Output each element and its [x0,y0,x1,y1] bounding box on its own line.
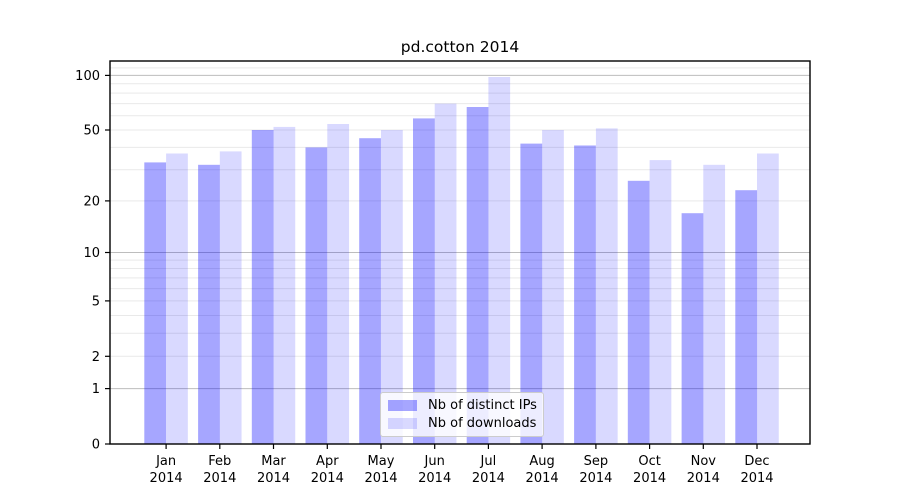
legend-label-downloads: Nb of downloads [428,415,537,431]
x-tick-label-month: Jan [155,454,176,469]
bar-downloads-mar [273,126,296,445]
bar-distinct-ips-aug [520,143,543,444]
bar-downloads-jul [488,77,511,444]
y-tick-label: 0 [92,438,100,453]
legend-label-distinct-ips: Nb of distinct IPs [428,397,537,413]
y-tick-label: 5 [92,294,100,309]
bar-distinct-ips-oct [627,180,650,445]
x-tick-label-year: 2014 [579,471,612,486]
x-tick-label-year: 2014 [364,471,397,486]
x-tick-label-month: Jun [424,454,445,469]
x-tick-label-month: Sep [584,454,609,469]
x-tick-label-month: May [368,454,395,469]
x-tick-label-year: 2014 [526,471,559,486]
bar-distinct-ips-jan [144,162,167,444]
legend-swatch-downloads [388,418,417,429]
bar-downloads-sep [595,128,618,444]
chart-title: pd.cotton 2014 [401,38,519,56]
bar-distinct-ips-mar [251,130,274,444]
x-tick-label-year: 2014 [418,471,451,486]
bar-distinct-ips-may [359,138,381,444]
bar-downloads-oct [649,160,672,444]
y-tick-label: 50 [83,124,100,139]
bar-downloads-jun [434,103,457,444]
legend-swatch-distinct-ips [388,400,417,411]
x-tick-label-year: 2014 [311,471,344,486]
bar-distinct-ips-sep [574,145,596,444]
legend-item-distinct-ips: Nb of distinct IPs [381,397,543,413]
bar-downloads-nov [703,164,726,445]
x-tick-label-year: 2014 [740,471,773,486]
x-tick-label-month: Feb [208,454,231,469]
x-tick-label-year: 2014 [633,471,666,486]
x-tick-label-year: 2014 [203,471,236,486]
bar-distinct-ips-jun [413,118,435,445]
x-tick-label-year: 2014 [472,471,505,486]
bar-downloads-feb [219,151,242,444]
x-tick-label-year: 2014 [687,471,720,486]
x-tick-label-year: 2014 [150,471,183,486]
y-tick-label: 10 [83,246,100,261]
bar-distinct-ips-nov [681,213,704,444]
x-tick-label-month: Mar [261,454,286,469]
y-tick-label: 100 [75,69,100,84]
bar-downloads-may [381,130,403,444]
bar-distinct-ips-apr [305,147,328,444]
y-tick-label: 20 [83,194,100,209]
legend-item-downloads: Nb of downloads [381,415,543,431]
bar-downloads-dec [757,153,779,444]
x-tick-label-month: Apr [316,454,339,469]
x-tick-label-month: Aug [529,454,554,469]
bar-downloads-apr [327,124,350,444]
bar-distinct-ips-feb [198,164,220,445]
x-tick-label-month: Oct [638,454,660,469]
bar-distinct-ips-jul [466,107,489,444]
y-tick-label: 2 [92,350,100,365]
bar-distinct-ips-dec [735,190,758,444]
x-tick-label-month: Jul [480,454,497,469]
bar-downloads-jan [166,153,188,444]
legend: Nb of distinct IPs Nb of downloads [380,392,544,437]
x-tick-label-year: 2014 [257,471,290,486]
x-tick-label-month: Dec [744,454,769,469]
y-tick-label: 1 [92,382,100,397]
bar-downloads-aug [542,130,564,444]
x-tick-label-month: Nov [691,454,717,469]
